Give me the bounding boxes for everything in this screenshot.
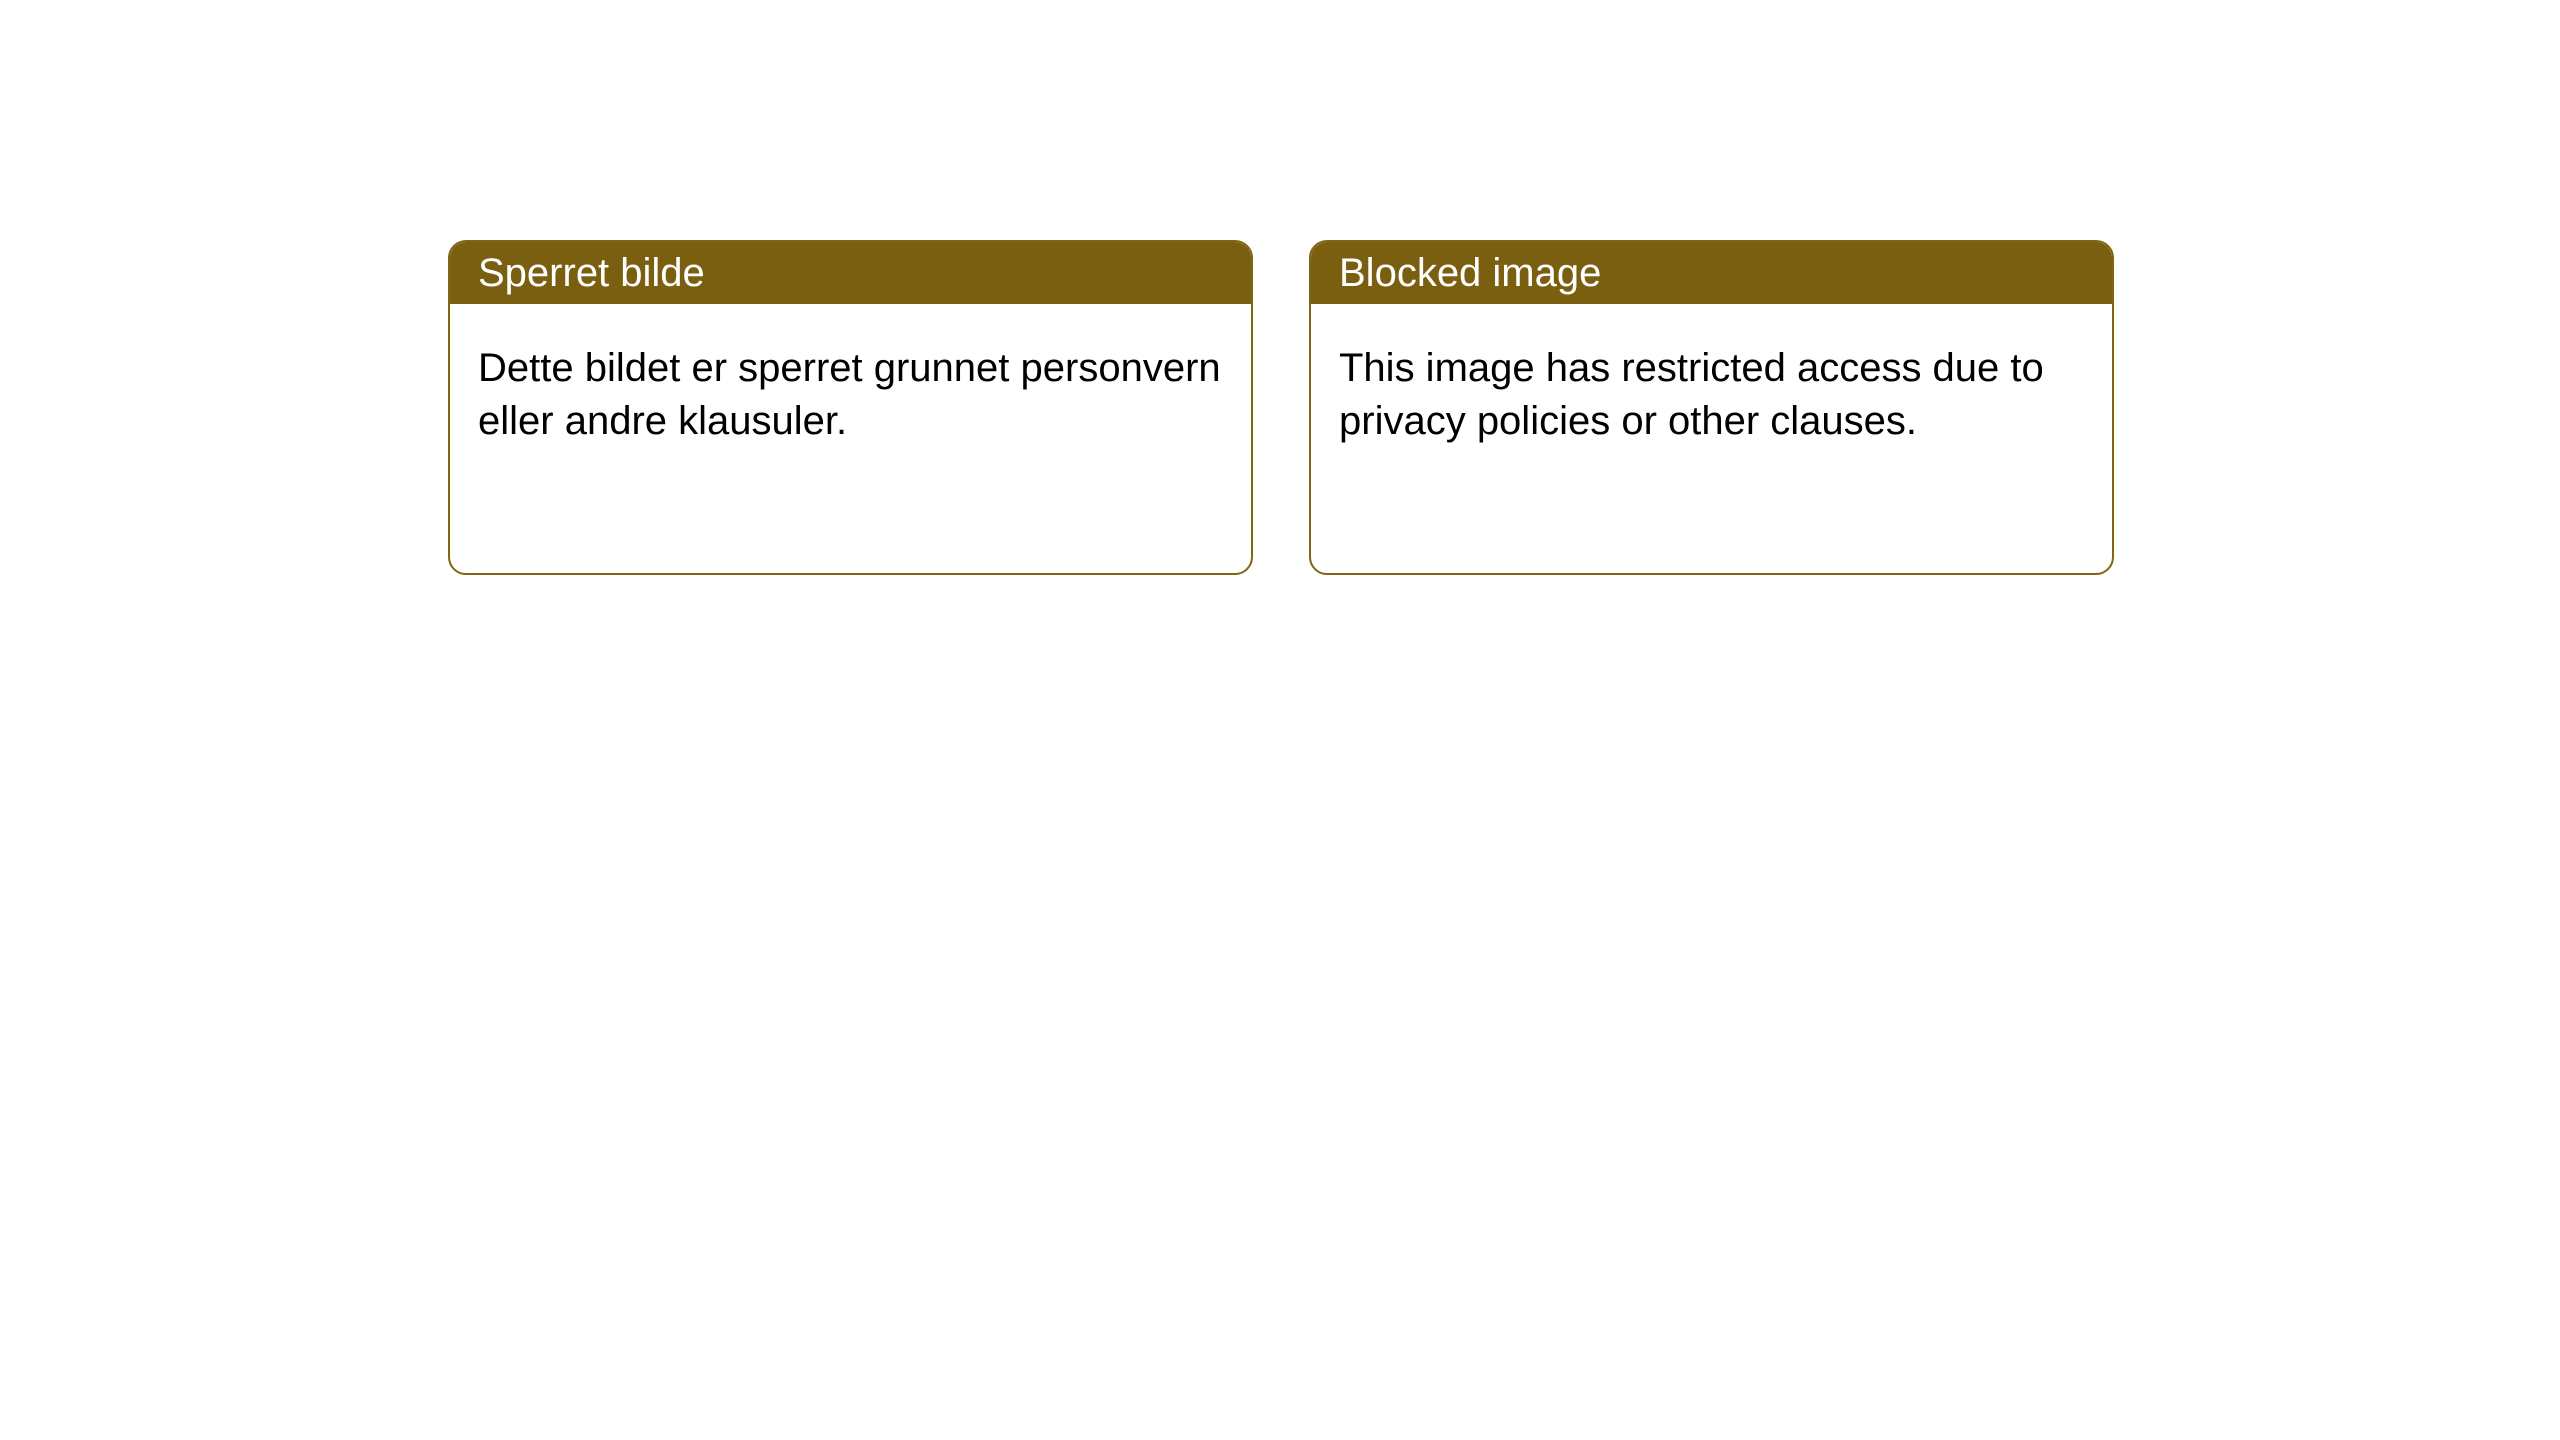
card-body: This image has restricted access due to … xyxy=(1311,304,2112,486)
notice-container: Sperret bilde Dette bildet er sperret gr… xyxy=(0,0,2560,575)
card-body: Dette bildet er sperret grunnet personve… xyxy=(450,304,1251,486)
notice-card-english: Blocked image This image has restricted … xyxy=(1309,240,2114,575)
card-title: Blocked image xyxy=(1339,251,1601,296)
card-title: Sperret bilde xyxy=(478,251,705,296)
notice-card-norwegian: Sperret bilde Dette bildet er sperret gr… xyxy=(448,240,1253,575)
card-header: Blocked image xyxy=(1311,242,2112,304)
card-body-text: Dette bildet er sperret grunnet personve… xyxy=(478,346,1221,443)
card-body-text: This image has restricted access due to … xyxy=(1339,346,2044,443)
card-header: Sperret bilde xyxy=(450,242,1251,304)
